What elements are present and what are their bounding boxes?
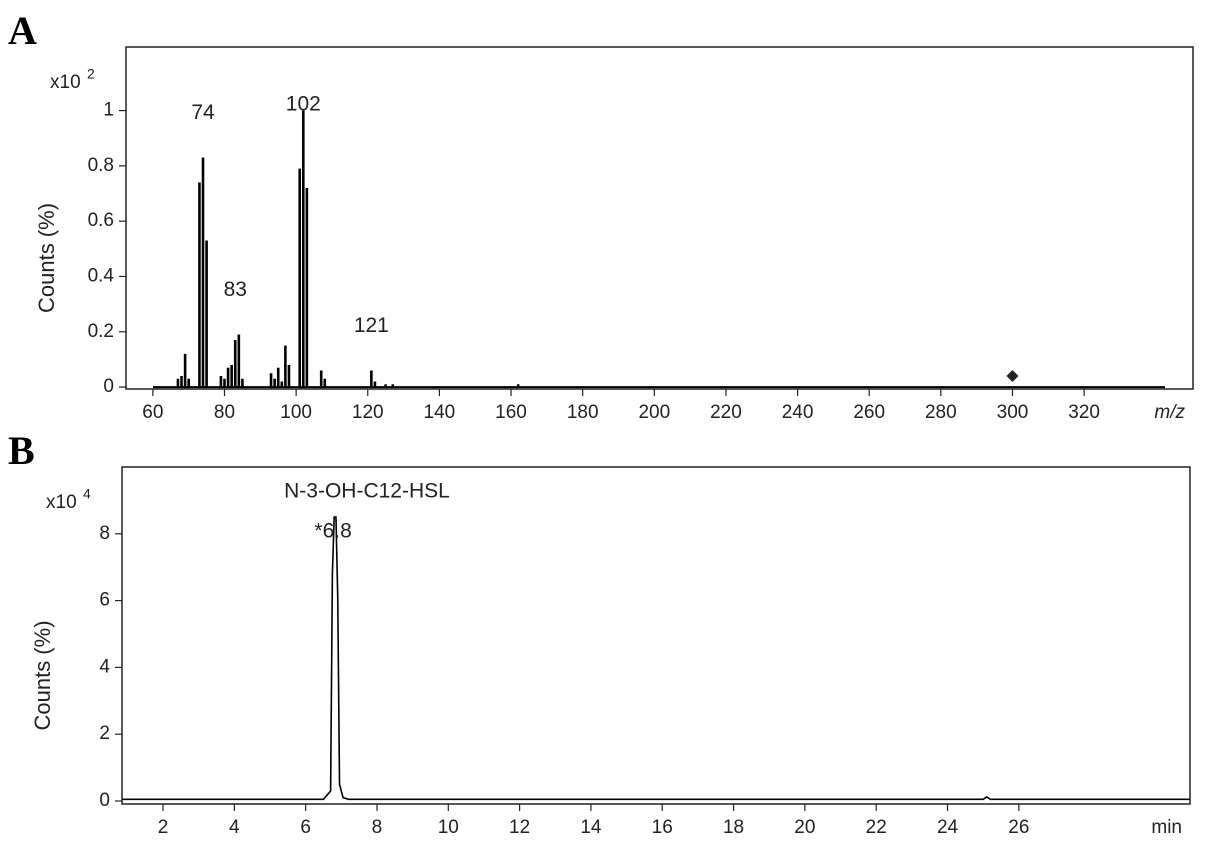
peak bbox=[233, 340, 237, 388]
x-tick-label: 12 bbox=[509, 817, 530, 838]
panel-label: A bbox=[8, 8, 37, 53]
x-tick-label: 260 bbox=[853, 402, 885, 423]
x-tick-label: 240 bbox=[782, 402, 814, 423]
peak bbox=[319, 370, 323, 388]
peak-annotation: 83 bbox=[224, 278, 247, 301]
x-tick-label: 180 bbox=[567, 402, 599, 423]
y-tick-label: 8 bbox=[99, 523, 110, 544]
x-tick-label: 100 bbox=[280, 402, 312, 423]
x-tick-label: 120 bbox=[352, 402, 384, 423]
y-tick-label: 0.4 bbox=[88, 265, 115, 286]
x-tick-label: 320 bbox=[1068, 402, 1100, 423]
y-axis-title: Counts (%) bbox=[34, 203, 59, 313]
x-tick-label: 60 bbox=[142, 402, 163, 423]
x-tick-label: 4 bbox=[229, 817, 240, 838]
peak bbox=[301, 110, 305, 388]
x-tick-label: 220 bbox=[710, 402, 742, 423]
y-tick-label: 0 bbox=[99, 790, 110, 811]
x-tick-label: 16 bbox=[652, 817, 673, 838]
y-tick-label: 4 bbox=[99, 656, 110, 677]
x-tick-label: 300 bbox=[997, 402, 1029, 423]
y-multiplier: x10 bbox=[46, 492, 77, 513]
panel-label: B bbox=[8, 428, 35, 473]
peak bbox=[205, 240, 208, 388]
peak bbox=[287, 364, 291, 388]
peak bbox=[176, 378, 180, 388]
peak-annotation: *6.8 bbox=[314, 520, 351, 543]
x-tick-label: 24 bbox=[937, 817, 959, 838]
peak bbox=[223, 378, 226, 388]
peak bbox=[284, 345, 287, 388]
peak bbox=[241, 378, 244, 388]
peak bbox=[384, 384, 387, 388]
x-axis-title: m/z bbox=[1154, 402, 1185, 423]
x-tick-label: 18 bbox=[723, 817, 744, 838]
peak bbox=[180, 376, 183, 388]
peak bbox=[230, 364, 233, 388]
peak-annotation: 102 bbox=[286, 93, 321, 116]
peak bbox=[269, 373, 273, 388]
x-tick-label: 6 bbox=[300, 817, 311, 838]
peak-annotation: N-3-OH-C12-HSL bbox=[284, 480, 450, 503]
y-tick-label: 6 bbox=[99, 590, 110, 611]
peak bbox=[183, 353, 187, 388]
x-tick-label: 160 bbox=[495, 402, 527, 423]
peak bbox=[298, 168, 302, 388]
y-axis-title: Counts (%) bbox=[30, 620, 55, 730]
peak-annotation: 74 bbox=[191, 101, 215, 124]
peak bbox=[226, 367, 230, 388]
peak bbox=[370, 370, 373, 388]
x-tick-label: 280 bbox=[925, 402, 957, 423]
y-tick-label: 0.8 bbox=[88, 155, 114, 176]
y-multiplier-exponent: 4 bbox=[83, 486, 91, 502]
y-tick-label: 1 bbox=[103, 100, 114, 121]
peak bbox=[201, 157, 205, 388]
peak bbox=[280, 381, 284, 388]
y-multiplier-exponent: 2 bbox=[87, 66, 95, 82]
peak bbox=[305, 188, 309, 388]
x-tick-label: 80 bbox=[214, 402, 235, 423]
x-axis-title: min bbox=[1151, 817, 1182, 838]
y-tick-label: 0.2 bbox=[88, 321, 114, 342]
marker bbox=[1006, 370, 1019, 383]
x-tick-label: 140 bbox=[424, 402, 456, 423]
x-tick-label: 8 bbox=[372, 817, 383, 838]
peak bbox=[273, 378, 276, 388]
peak bbox=[373, 381, 377, 388]
peak bbox=[276, 367, 280, 388]
x-tick-label: 10 bbox=[438, 817, 459, 838]
peak bbox=[391, 384, 395, 388]
x-tick-label: 2 bbox=[158, 817, 169, 838]
y-multiplier: x10 bbox=[50, 72, 81, 93]
peak bbox=[198, 182, 201, 388]
y-tick-label: 2 bbox=[99, 723, 110, 744]
x-tick-label: 22 bbox=[866, 817, 887, 838]
trace bbox=[122, 516, 1190, 801]
x-tick-label: 200 bbox=[638, 402, 670, 423]
peak bbox=[187, 378, 190, 388]
peak bbox=[516, 384, 520, 388]
x-tick-label: 20 bbox=[794, 817, 815, 838]
peak bbox=[219, 376, 223, 388]
peak bbox=[323, 378, 327, 388]
x-tick-label: 26 bbox=[1008, 817, 1029, 838]
peak-annotation: 121 bbox=[354, 314, 389, 337]
x-tick-label: 14 bbox=[580, 817, 602, 838]
y-tick-label: 0 bbox=[103, 376, 114, 397]
peak bbox=[237, 334, 241, 388]
y-tick-label: 0.6 bbox=[88, 210, 114, 231]
plot-frame bbox=[121, 466, 1191, 805]
plot-frame bbox=[125, 46, 1194, 390]
